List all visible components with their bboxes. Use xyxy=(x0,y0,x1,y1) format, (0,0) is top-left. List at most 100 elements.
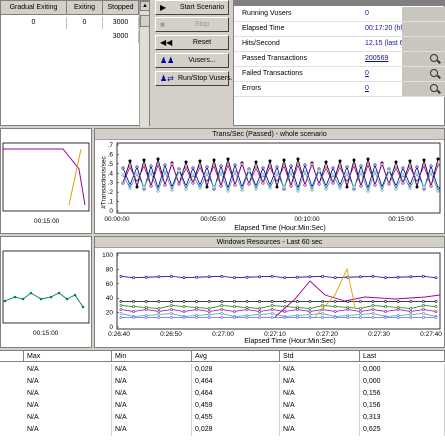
series-point xyxy=(331,166,335,170)
table-cell: N/A xyxy=(112,424,192,436)
series-point xyxy=(324,166,328,170)
column-header-stopped[interactable]: Stopped xyxy=(103,1,139,15)
status-value[interactable]: 0 xyxy=(365,85,369,92)
series-line xyxy=(122,169,439,193)
series-point xyxy=(396,275,400,279)
series-point xyxy=(345,172,349,176)
column-header-gradual-exiting[interactable]: Gradual Exiting xyxy=(1,1,67,15)
series-point xyxy=(132,310,136,313)
reset-button[interactable]: ◀◀ Reset xyxy=(155,35,229,50)
run-stop-vusers-button[interactable]: ♟⇄ Run/Stop Vusers... xyxy=(155,71,237,86)
series-point xyxy=(346,308,350,311)
graph-trans-per-sec[interactable]: Trans/Sec (Passed) - whole scenario .7 .6… xyxy=(94,128,445,234)
series-point xyxy=(170,316,173,319)
series-point xyxy=(303,170,307,174)
table-cell: N/A xyxy=(112,376,192,388)
y-tick-label: 0 xyxy=(109,324,113,331)
graph-windows-resources[interactable]: Windows Resources - Last 60 sec 100 80 60 4… xyxy=(94,236,445,348)
magnifier-icon[interactable] xyxy=(430,69,438,77)
column-header-avg[interactable]: Avg xyxy=(192,351,280,362)
series-point xyxy=(57,291,61,295)
scroll-up-icon[interactable]: ▲ xyxy=(140,1,150,11)
series-point xyxy=(371,312,375,315)
series-point xyxy=(434,276,438,280)
status-row: Errors 0 xyxy=(234,82,445,97)
x-tick-label: 00:15:00 xyxy=(388,216,414,223)
status-row: Passed Transactions 200569 xyxy=(234,52,445,67)
x-tick-label: 00:15:00 xyxy=(33,330,59,337)
series-point xyxy=(333,316,337,319)
series-point xyxy=(65,297,69,301)
scroll-thumb[interactable] xyxy=(140,15,150,27)
table-cell: N/A xyxy=(112,400,192,412)
series-line xyxy=(4,292,84,308)
column-header-max[interactable]: Max xyxy=(24,351,112,362)
series-point xyxy=(366,157,370,161)
series-point xyxy=(184,187,188,191)
series-point xyxy=(296,157,300,161)
series-point xyxy=(394,166,398,170)
status-value[interactable]: 0 xyxy=(365,70,369,77)
series-point xyxy=(245,308,249,311)
series-point xyxy=(394,187,398,191)
column-header-std[interactable]: Std xyxy=(280,351,360,362)
series-point xyxy=(233,183,237,187)
series-point xyxy=(409,300,413,303)
series-point xyxy=(371,304,375,307)
x-tick-label: 00:15:00 xyxy=(34,218,60,225)
table-cell: N/A xyxy=(280,400,360,412)
series-point xyxy=(205,180,209,184)
series-point xyxy=(324,160,328,164)
series-point xyxy=(198,186,202,190)
stop-button[interactable]: ■ Stop xyxy=(155,17,229,32)
series-point xyxy=(384,316,388,319)
grid-scrollbar[interactable]: ▲ xyxy=(139,1,150,127)
table-cell: 0,000 xyxy=(360,364,445,376)
x-tick-label: 0:27:00 xyxy=(212,331,234,338)
series-point xyxy=(434,310,438,313)
series-point xyxy=(396,308,400,311)
start-scenario-button[interactable]: ▶ Start Scenario xyxy=(155,0,229,15)
column-header-min[interactable]: Min xyxy=(112,351,192,362)
table-cell: N/A xyxy=(24,376,112,388)
magnifier-icon[interactable] xyxy=(430,84,438,92)
table-cell: N/A xyxy=(280,388,360,400)
column-header-last[interactable]: Last xyxy=(360,351,445,362)
stop-label: Stop xyxy=(194,21,210,28)
series-point xyxy=(434,300,438,303)
series-point xyxy=(321,300,325,303)
series-point xyxy=(163,183,167,187)
x-tick-label: 0:27:30 xyxy=(368,331,390,338)
series-point xyxy=(184,160,188,164)
series-point xyxy=(380,188,384,192)
status-value[interactable]: 200569 xyxy=(365,55,389,62)
y-tick-label: 80 xyxy=(106,266,114,273)
graph-running-vusers[interactable]: 00:15:00 xyxy=(0,128,92,234)
series-point xyxy=(345,180,349,184)
series-point xyxy=(226,189,230,193)
series-point xyxy=(321,312,325,315)
series-point xyxy=(157,300,161,303)
series-point xyxy=(421,308,425,311)
series-point xyxy=(275,172,279,176)
series-point xyxy=(13,295,17,299)
table-cell: 0,455 xyxy=(192,412,280,424)
series-point xyxy=(421,312,425,315)
series-point xyxy=(207,307,211,310)
scenario-groups-grid: Gradual Exiting Exiting Stopped 0 0 3000… xyxy=(0,0,150,127)
series-point xyxy=(119,300,123,303)
magnifier-icon[interactable] xyxy=(430,54,438,62)
series-point xyxy=(366,189,370,193)
series-point xyxy=(409,275,413,279)
status-row: Elapsed Time 00:17:20 (hh:mm:ss) xyxy=(234,22,445,37)
table-cell: N/A xyxy=(280,364,360,376)
series-point xyxy=(396,300,400,303)
vusers-button[interactable]: ♟♟ Vusers... xyxy=(155,53,229,68)
series-point xyxy=(119,275,123,278)
graph-hits-per-second[interactable]: 00:15:00 xyxy=(0,236,92,348)
series-point xyxy=(346,316,350,319)
series-point xyxy=(408,165,412,169)
series-point xyxy=(212,164,216,168)
run-stop-icon: ♟⇄ xyxy=(160,74,174,83)
column-header-exiting[interactable]: Exiting xyxy=(67,1,103,15)
